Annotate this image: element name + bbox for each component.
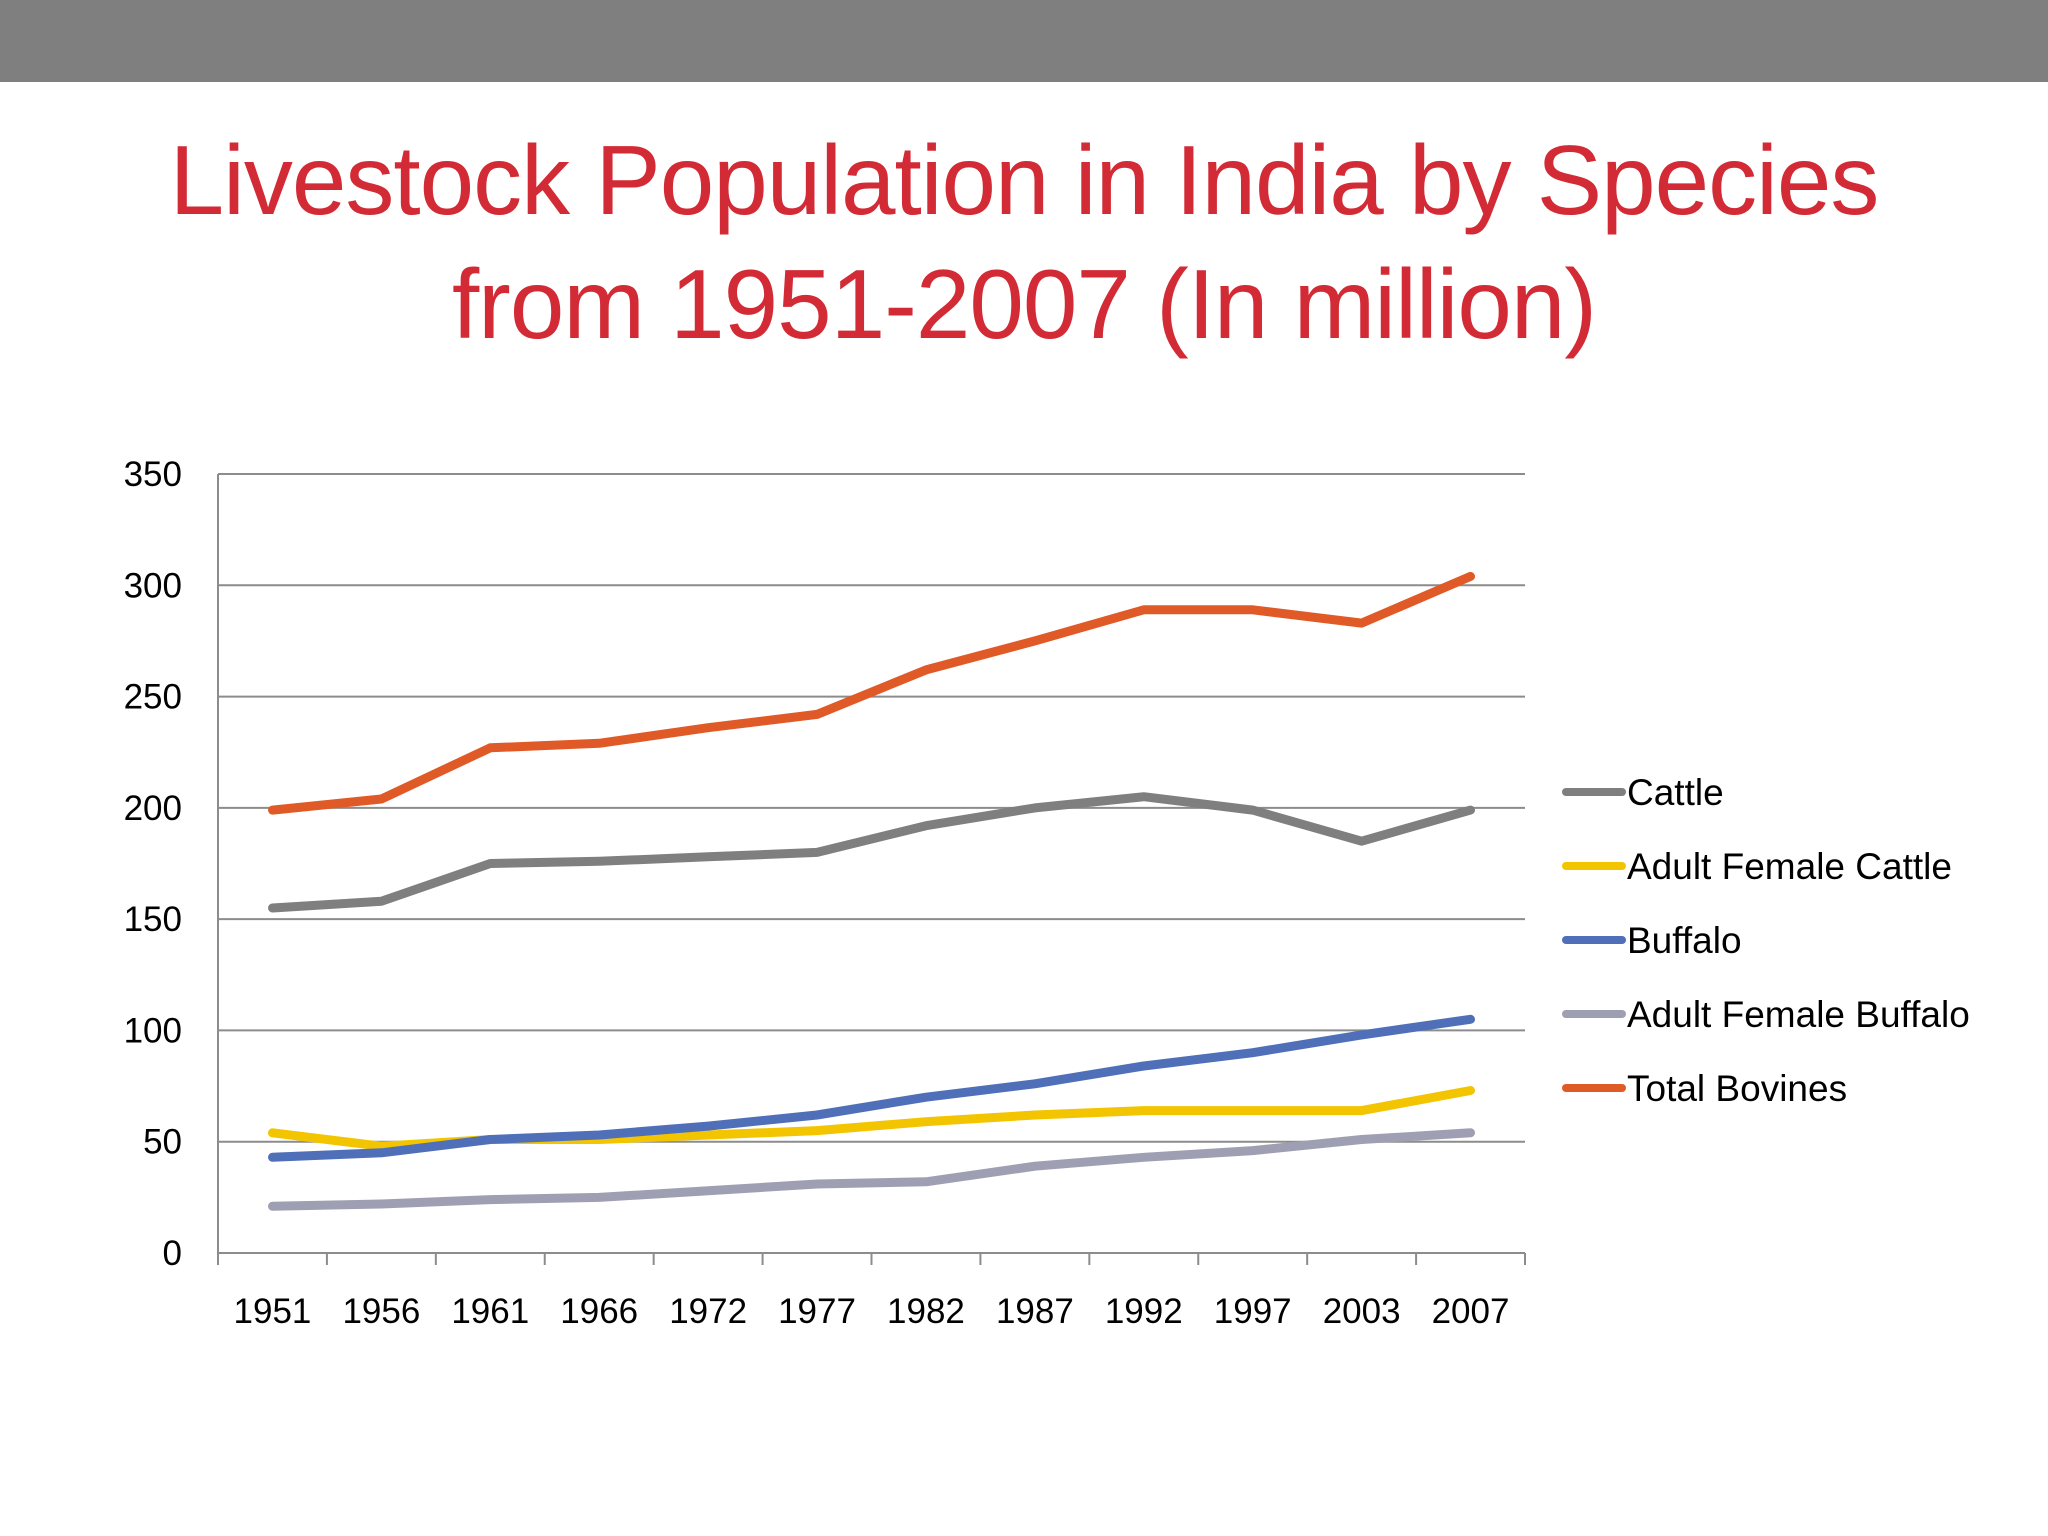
y-tick-label: 300 (124, 566, 182, 605)
x-tick-labels: 1951 1956 1961 1966 1972 1977 1982 1987 1992 1997… (234, 1292, 1510, 1331)
title-line-1: Livestock Population in India by Species (169, 125, 1880, 235)
x-tick-label: 1977 (778, 1292, 856, 1331)
series-line-adult-female-cattle (268, 1086, 1475, 1151)
legend-label-adult-female-cattle: Adult Female Cattle (1627, 846, 1952, 887)
y-tick-label: 0 (163, 1234, 182, 1273)
x-tick-label: 1972 (669, 1292, 747, 1331)
x-tick-label: 1997 (1214, 1292, 1292, 1331)
y-tick-label: 50 (143, 1123, 182, 1162)
y-tick-label: 150 (124, 900, 182, 939)
x-tick-label: 2007 (1432, 1292, 1510, 1331)
y-tick-label: 350 (124, 455, 182, 494)
x-tick-label: 1982 (887, 1292, 965, 1331)
series-line-adult-female-buffalo (268, 1128, 1475, 1211)
x-tick-label: 1956 (342, 1292, 420, 1331)
title-line-2: from 1951-2007 (In million) (451, 249, 1597, 359)
series-lines (268, 571, 1475, 1211)
y-tick-label: 100 (124, 1011, 182, 1050)
x-tick-label: 2003 (1323, 1292, 1401, 1331)
legend-label-cattle: Cattle (1627, 772, 1724, 813)
series-line-total-bovines (268, 571, 1475, 815)
x-tick-label: 1992 (1105, 1292, 1183, 1331)
legend-label-total-bovines: Total Bovines (1627, 1068, 1847, 1109)
legend: Cattle Adult Female Cattle Buffalo Adult Fe… (1562, 772, 1970, 1109)
slide-title: Livestock Population in India by Species… (0, 118, 2048, 366)
legend-label-buffalo: Buffalo (1627, 920, 1742, 961)
y-tick-labels: 0 50 100 150 200 250 300 350 (124, 455, 182, 1273)
top-bar (0, 0, 2048, 82)
legend-label-adult-female-buffalo: Adult Female Buffalo (1627, 994, 1970, 1035)
series-line-buffalo (268, 1014, 1475, 1162)
x-tick-label: 1966 (560, 1292, 638, 1331)
series-line-cattle (268, 792, 1475, 913)
x-tick-label: 1951 (234, 1292, 312, 1331)
axes (217, 474, 1526, 1265)
x-tick-label: 1987 (996, 1292, 1074, 1331)
y-tick-label: 250 (124, 678, 182, 717)
y-tick-label: 200 (124, 789, 182, 828)
x-tick-label: 1961 (451, 1292, 529, 1331)
